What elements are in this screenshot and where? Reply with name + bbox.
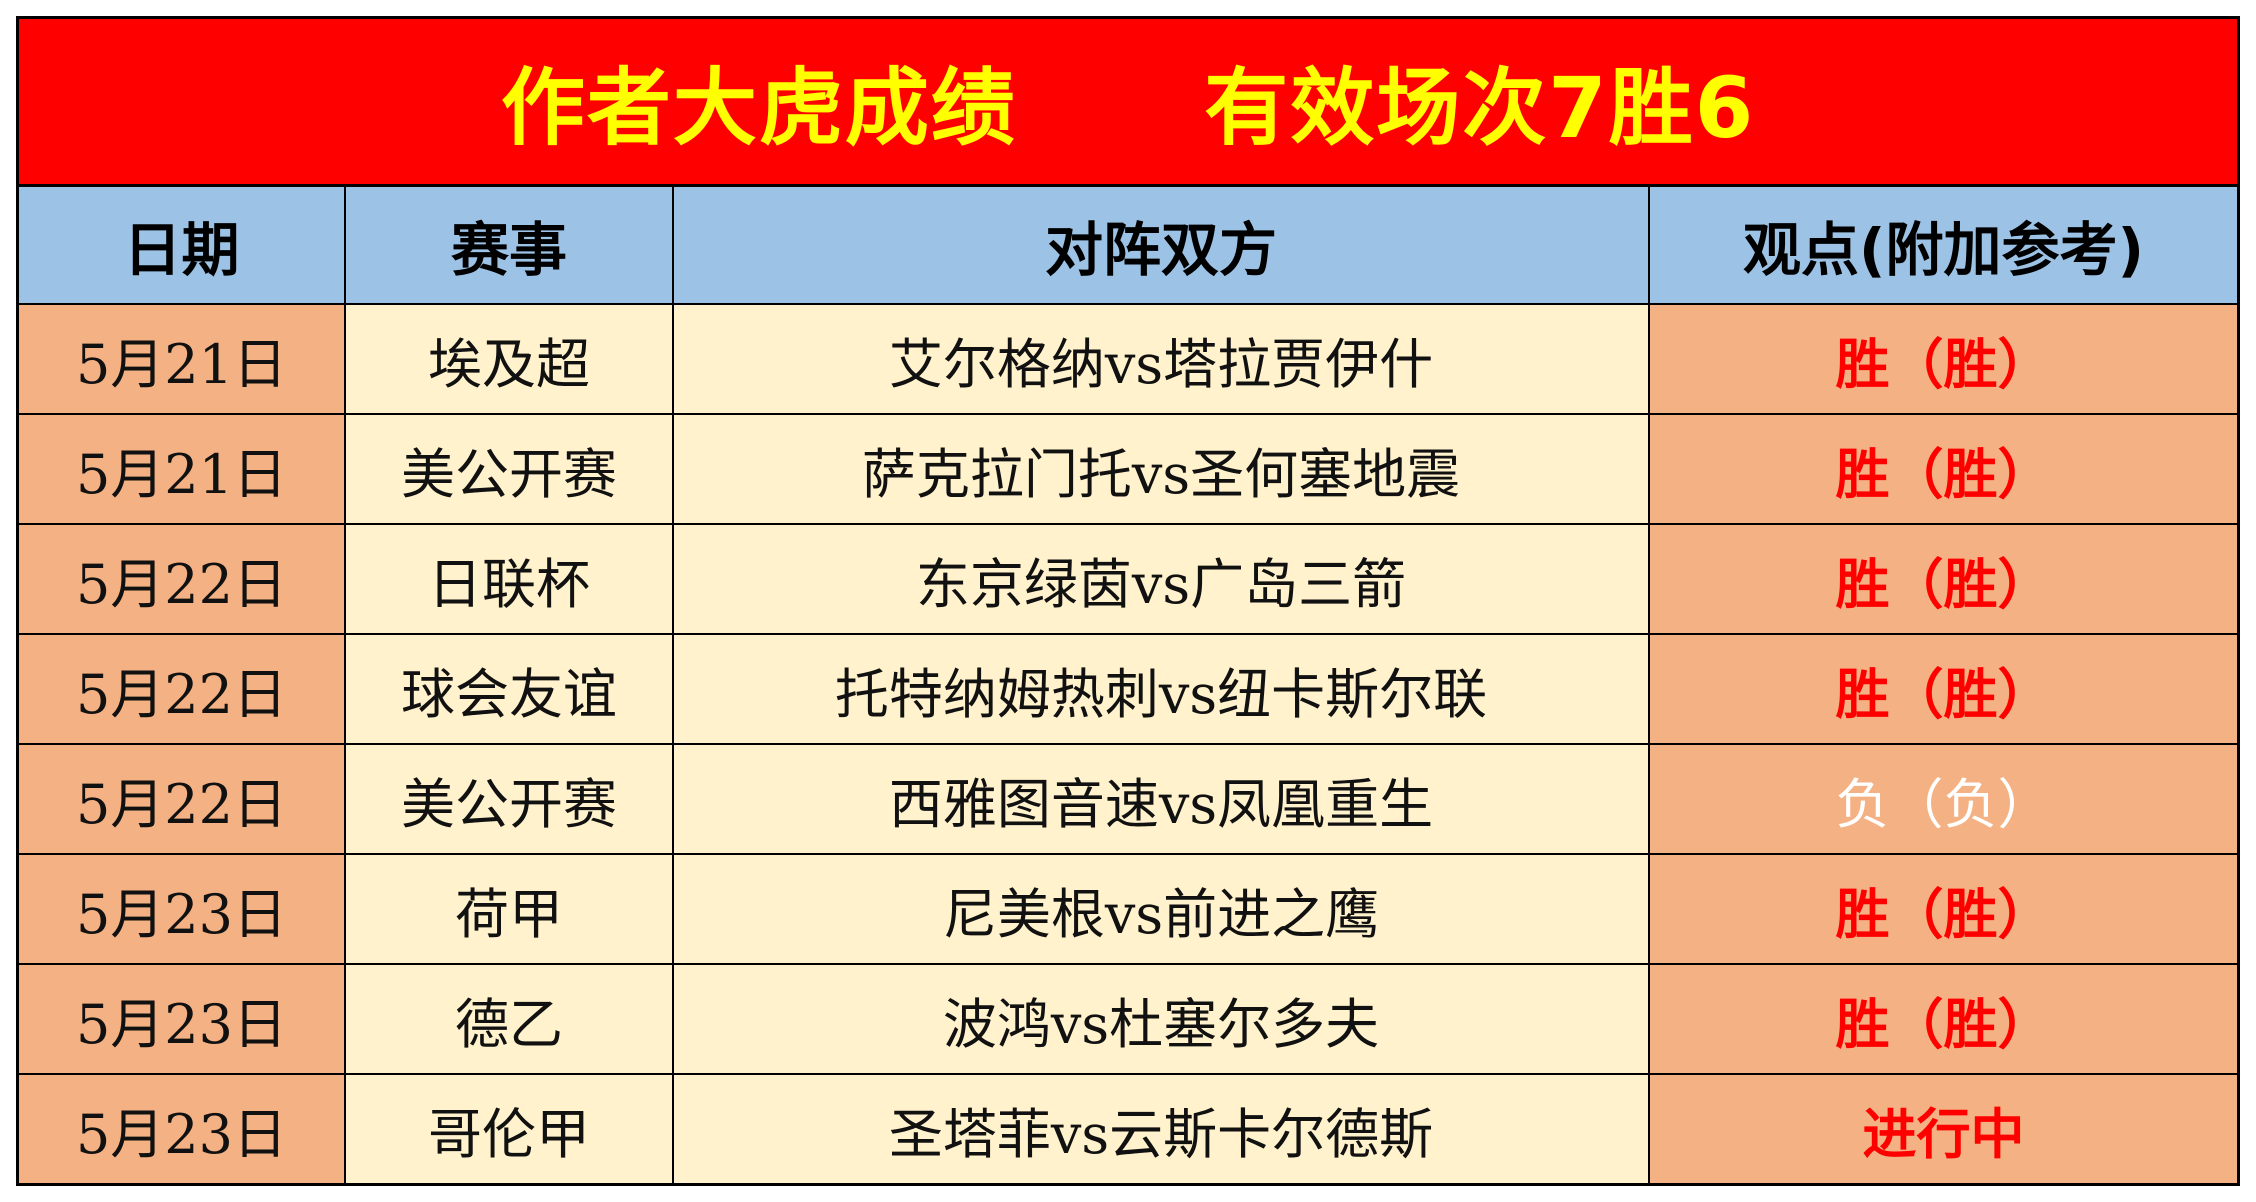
cell-date: 5月23日 [19, 963, 346, 1075]
table-row: 5月21日 美公开赛 萨克拉门托vs圣何塞地震 胜（胜） [19, 413, 2237, 525]
header-date: 日期 [19, 187, 346, 305]
cell-league: 德乙 [344, 963, 674, 1075]
cell-result: 胜（胜） [1648, 963, 2237, 1075]
cell-result: 胜（胜） [1648, 853, 2237, 965]
table-row: 5月22日 日联杯 东京绿茵vs广岛三箭 胜（胜） [19, 523, 2237, 635]
cell-league: 荷甲 [344, 853, 674, 965]
header-league: 赛事 [344, 187, 674, 305]
table-row: 5月21日 埃及超 艾尔格纳vs塔拉贾伊什 胜（胜） [19, 303, 2237, 415]
cell-date: 5月22日 [19, 633, 346, 745]
cell-result: 负（负） [1648, 743, 2237, 855]
cell-result: 胜（胜） [1648, 523, 2237, 635]
cell-date: 5月22日 [19, 523, 346, 635]
results-body: 5月21日 埃及超 艾尔格纳vs塔拉贾伊什 胜（胜） 5月21日 美公开赛 萨克… [19, 303, 2237, 1183]
cell-date: 5月21日 [19, 303, 346, 415]
cell-date: 5月23日 [19, 853, 346, 965]
cell-result: 胜（胜） [1648, 303, 2237, 415]
cell-match: 萨克拉门托vs圣何塞地震 [672, 413, 1650, 525]
cell-league: 日联杯 [344, 523, 674, 635]
cell-date: 5月23日 [19, 1073, 346, 1183]
cell-league: 埃及超 [344, 303, 674, 415]
cell-league: 球会友谊 [344, 633, 674, 745]
cell-match: 托特纳姆热刺vs纽卡斯尔联 [672, 633, 1650, 745]
header-result: 观点(附加参考) [1648, 187, 2237, 305]
cell-league: 美公开赛 [344, 413, 674, 525]
header-match: 对阵双方 [672, 187, 1650, 305]
cell-match: 波鸿vs杜塞尔多夫 [672, 963, 1650, 1075]
table-row: 5月23日 德乙 波鸿vs杜塞尔多夫 胜（胜） [19, 963, 2237, 1075]
cell-result: 胜（胜） [1648, 633, 2237, 745]
cell-match: 圣塔菲vs云斯卡尔德斯 [672, 1073, 1650, 1183]
header-row: 日期 赛事 对阵双方 观点(附加参考) [19, 187, 2237, 305]
cell-match: 尼美根vs前进之鹰 [672, 853, 1650, 965]
cell-result: 胜（胜） [1648, 413, 2237, 525]
table-row: 5月23日 哥伦甲 圣塔菲vs云斯卡尔德斯 进行中 [19, 1073, 2237, 1183]
cell-date: 5月22日 [19, 743, 346, 855]
page-title: 作者大虎成绩 有效场次7胜6 [19, 19, 2237, 187]
cell-league: 美公开赛 [344, 743, 674, 855]
table-row: 5月22日 美公开赛 西雅图音速vs凤凰重生 负（负） [19, 743, 2237, 855]
results-sheet: 作者大虎成绩 有效场次7胜6 日期 赛事 对阵双方 观点(附加参考) 5月21日… [16, 16, 2240, 1186]
cell-match: 艾尔格纳vs塔拉贾伊什 [672, 303, 1650, 415]
cell-league: 哥伦甲 [344, 1073, 674, 1183]
cell-match: 西雅图音速vs凤凰重生 [672, 743, 1650, 855]
table-row: 5月23日 荷甲 尼美根vs前进之鹰 胜（胜） [19, 853, 2237, 965]
table-row: 5月22日 球会友谊 托特纳姆热刺vs纽卡斯尔联 胜（胜） [19, 633, 2237, 745]
cell-match: 东京绿茵vs广岛三箭 [672, 523, 1650, 635]
results-table: 日期 赛事 对阵双方 观点(附加参考) 5月21日 埃及超 艾尔格纳vs塔拉贾伊… [19, 187, 2237, 1183]
cell-result: 进行中 [1648, 1073, 2237, 1183]
cell-date: 5月21日 [19, 413, 346, 525]
